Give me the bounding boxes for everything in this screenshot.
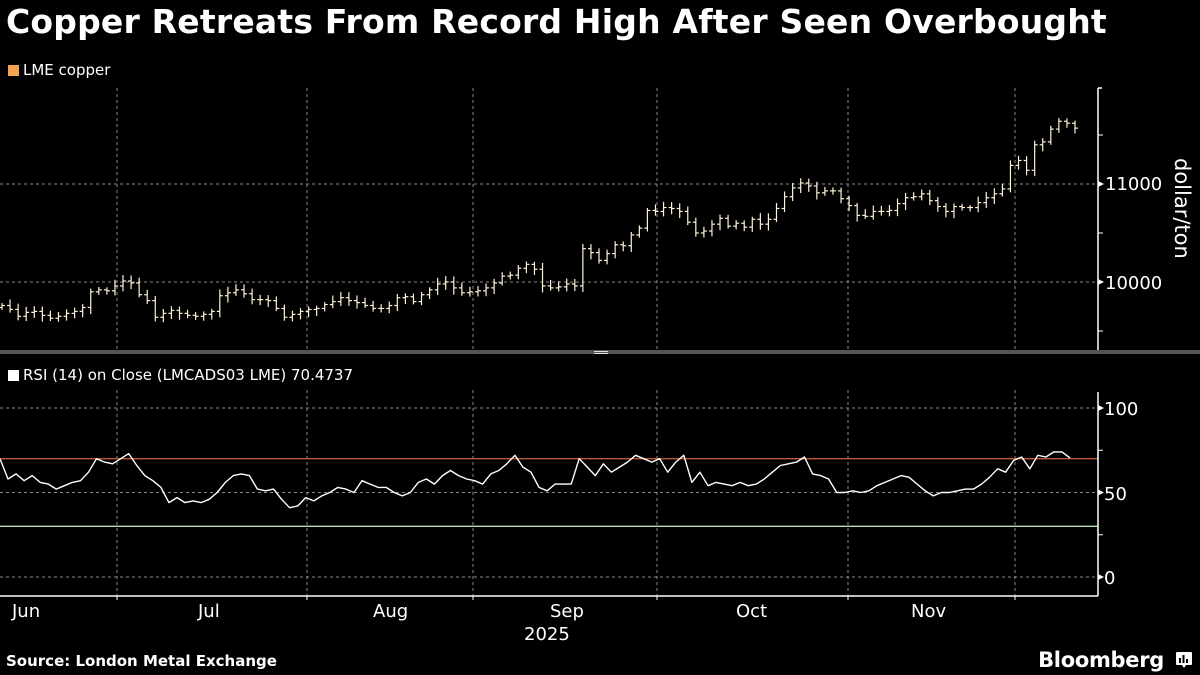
month-label-oct: Oct: [736, 601, 767, 622]
month-label-sep: Sep: [550, 601, 584, 622]
price-legend-label: LME copper: [23, 61, 111, 79]
rsi-legend-label: RSI (14) on Close (LMCADS03 LME) 70.4737: [23, 366, 354, 384]
month-label-aug: Aug: [373, 601, 408, 622]
month-label-jun: Jun: [11, 601, 40, 622]
bloomberg-chart-icon: [1176, 652, 1192, 668]
price-tick-11000: 11000: [1105, 174, 1162, 195]
bloomberg-logo: Bloomberg: [1038, 648, 1164, 672]
source-note: Source: London Metal Exchange: [6, 652, 277, 670]
rsi-tick-100: 100: [1104, 399, 1138, 420]
rsi-tick-50: 50: [1104, 484, 1127, 505]
axes: [0, 87, 1104, 600]
gridlines: [0, 88, 1098, 596]
rsi-tick-0: 0: [1104, 568, 1115, 589]
year-label: 2025: [524, 624, 570, 645]
rsi-line: [0, 451, 1071, 509]
rsi-legend: RSI (14) on Close (LMCADS03 LME) 70.4737: [8, 366, 353, 384]
legend-swatch-icon: [8, 64, 19, 76]
month-label-nov: Nov: [911, 601, 946, 622]
price-ohlc-bars: [0, 118, 1078, 323]
price-axis-label: dollar/ton: [1170, 158, 1194, 259]
price-legend: LME copper: [8, 61, 110, 79]
price-tick-10000: 10000: [1105, 273, 1162, 294]
pane-resize-handle[interactable]: [594, 351, 608, 354]
month-label-jul: Jul: [197, 601, 220, 622]
chart-title: Copper Retreats From Record High After S…: [6, 2, 1107, 41]
legend-swatch-icon: [8, 369, 19, 381]
